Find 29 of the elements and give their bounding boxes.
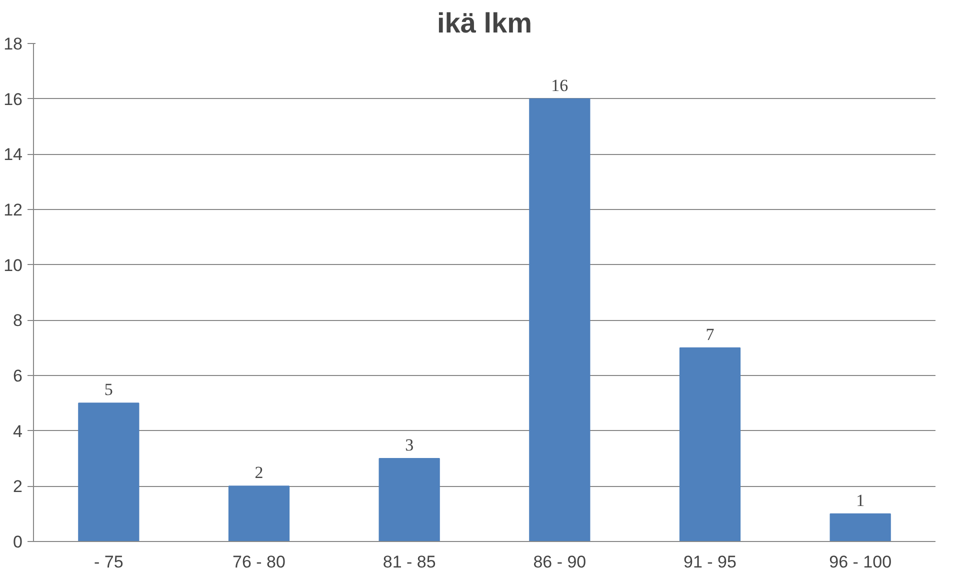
bar [378,458,440,542]
data-label: 16 [551,76,568,95]
bar [228,486,290,542]
data-label: 1 [856,490,865,510]
y-tick-label: 18 [4,34,23,54]
y-tick-label: 16 [4,90,23,109]
bar [679,347,741,542]
x-tick-label: 86 - 90 [533,552,586,572]
x-tick-label: 81 - 85 [382,552,436,572]
y-tick-label: 6 [13,366,23,386]
bar [830,513,891,542]
data-label: 7 [706,324,715,344]
y-tick-label: 4 [13,422,23,441]
y-tick-label: 2 [13,477,23,496]
y-tick-label: 8 [13,311,23,330]
x-tick-label: 96 - 100 [829,552,892,572]
bar [529,98,590,542]
y-tick-label: 10 [4,256,23,275]
data-label: 2 [254,463,264,482]
chart-title: ikä lkm [437,8,532,38]
y-tick-label: 14 [4,145,23,164]
data-label: 5 [104,380,113,400]
y-tick-label: 0 [13,532,23,552]
x-tick-label: 76 - 80 [232,552,286,572]
x-tick-label: - 75 [94,552,124,572]
y-tick-label: 12 [4,200,23,220]
data-label: 3 [405,436,414,454]
x-tick-label: 91 - 95 [684,552,736,572]
bar [78,402,140,542]
